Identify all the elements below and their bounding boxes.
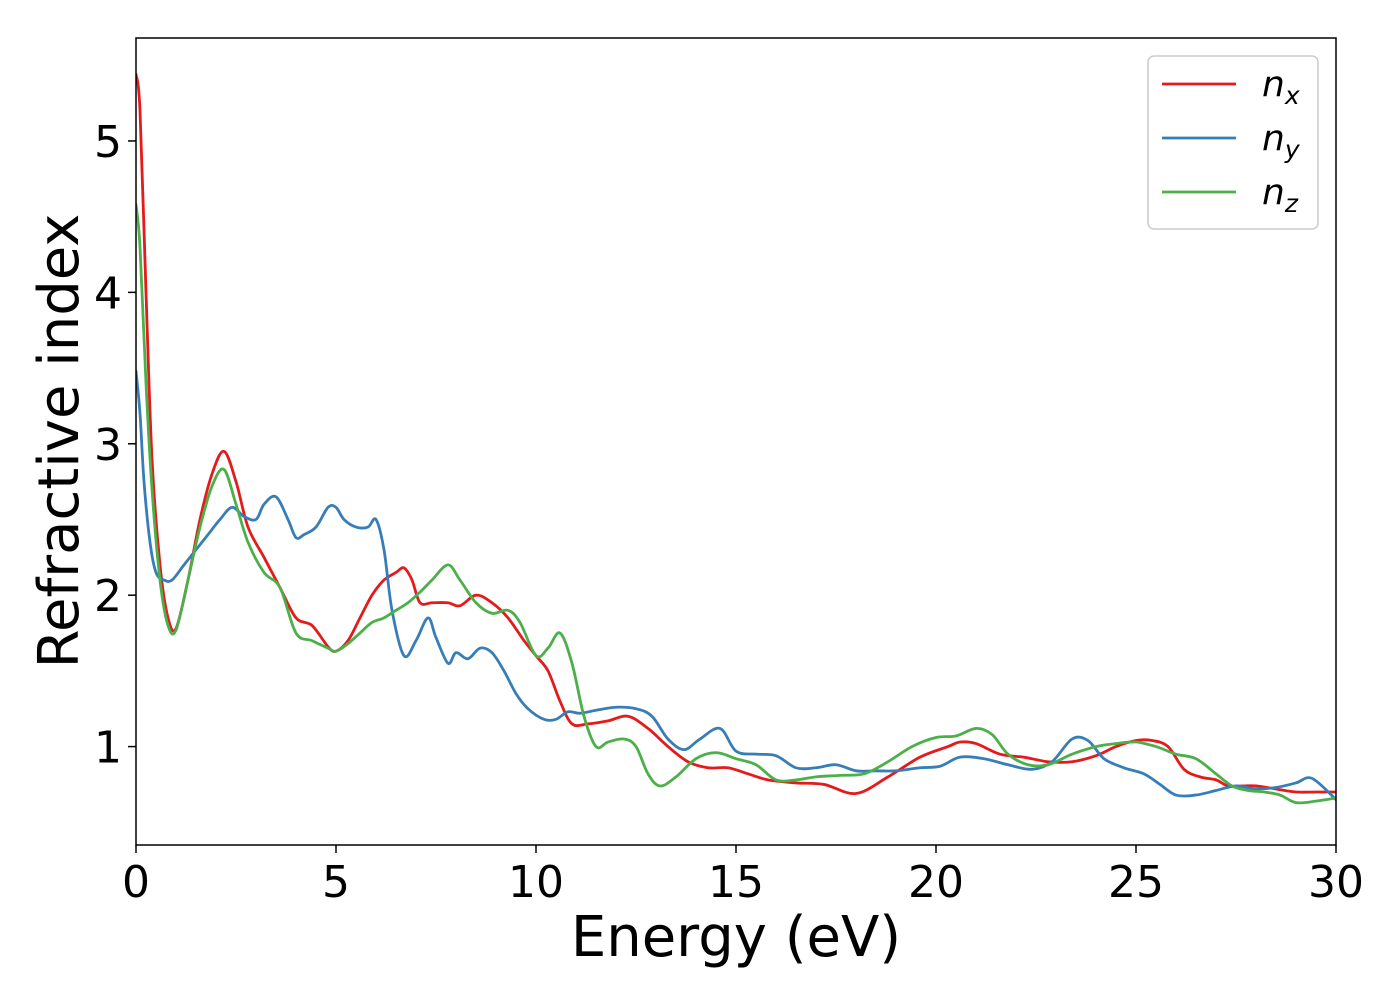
x-axis-ticks: 0 5 10 15 20 25 30 <box>122 845 1364 908</box>
x-tick-label: 20 <box>908 857 964 908</box>
y-tick-label: 2 <box>94 571 122 622</box>
y-tick-label: 4 <box>94 268 122 319</box>
x-tick-label: 5 <box>322 857 350 908</box>
y-axis-label: Refractive index <box>27 214 92 669</box>
x-tick-label: 0 <box>122 857 150 908</box>
x-tick-label: 25 <box>1108 857 1164 908</box>
series-line-n-z <box>136 203 1336 805</box>
series-layer <box>136 72 1336 805</box>
y-axis-ticks: 1 2 3 4 5 <box>94 117 136 774</box>
legend-label-x: nx <box>1262 64 1300 110</box>
y-tick-label: 1 <box>94 723 122 774</box>
legend: nx ny nz <box>1147 55 1319 230</box>
x-tick-label: 10 <box>508 857 564 908</box>
legend-label-z: nz <box>1262 172 1299 218</box>
legend-label-y: ny <box>1262 118 1301 164</box>
x-tick-label: 30 <box>1308 857 1364 908</box>
y-tick-label: 3 <box>94 420 122 471</box>
legend-box <box>1147 55 1319 230</box>
x-axis-label: Energy (eV) <box>571 905 901 970</box>
series-line-n-y <box>136 369 1336 801</box>
x-tick-label: 15 <box>708 857 764 908</box>
y-tick-label: 5 <box>94 117 122 168</box>
